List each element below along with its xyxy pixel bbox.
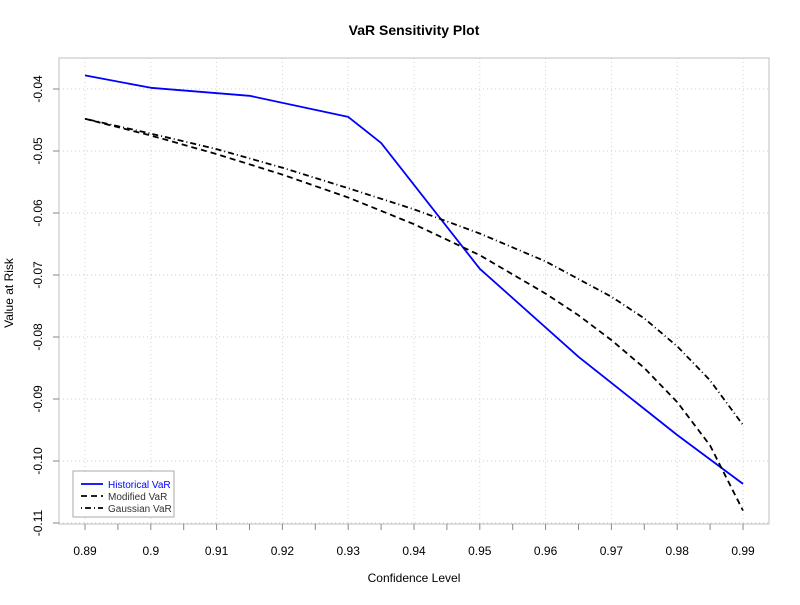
legend-label: Modified VaR [108,492,167,503]
legend-label: Gaussian VaR [108,504,172,515]
y-tick-label: -0.11 [31,509,45,536]
x-axis-label: Confidence Level [368,571,461,585]
y-tick-label: -0.06 [31,199,45,227]
y-tick-label: -0.09 [31,385,45,413]
x-tick-label: 0.93 [337,544,361,558]
y-tick-label: -0.04 [31,75,45,103]
x-tick-label: 0.97 [600,544,624,558]
y-tick-label: -0.05 [31,137,45,165]
y-tick-label: -0.10 [31,447,45,475]
x-tick-label: 0.89 [73,544,97,558]
y-tick-label: -0.08 [31,323,45,351]
x-tick-label: 0.92 [271,544,295,558]
x-tick-label: 0.96 [534,544,558,558]
series-line-gaussian-var [84,117,744,426]
y-axis: -0.04 -0.05 -0.06 -0.07 -0.08 -0.09 -0.10 -0.11 [31,75,59,536]
grid [59,58,769,524]
legend-label: Historical VaR [108,480,171,491]
y-axis-label: Value at Risk [2,257,16,328]
x-tick-label: 0.99 [731,544,755,558]
x-tick-label: 0.91 [205,544,229,558]
series-layer [84,74,744,512]
chart-title: VaR Sensitivity Plot [349,22,480,38]
x-axis: 0.89 0.9 0.91 0.92 0.93 0.94 0.95 0.96 0.97 0.98 0… [73,524,755,558]
x-tick-label: 0.9 [142,544,159,558]
series-line-historical-var [84,74,744,485]
legend-box [72,470,175,518]
y-tick-label: -0.07 [31,261,45,289]
x-tick-label: 0.94 [402,544,426,558]
x-tick-label: 0.95 [468,544,492,558]
x-tick-label: 0.98 [666,544,690,558]
